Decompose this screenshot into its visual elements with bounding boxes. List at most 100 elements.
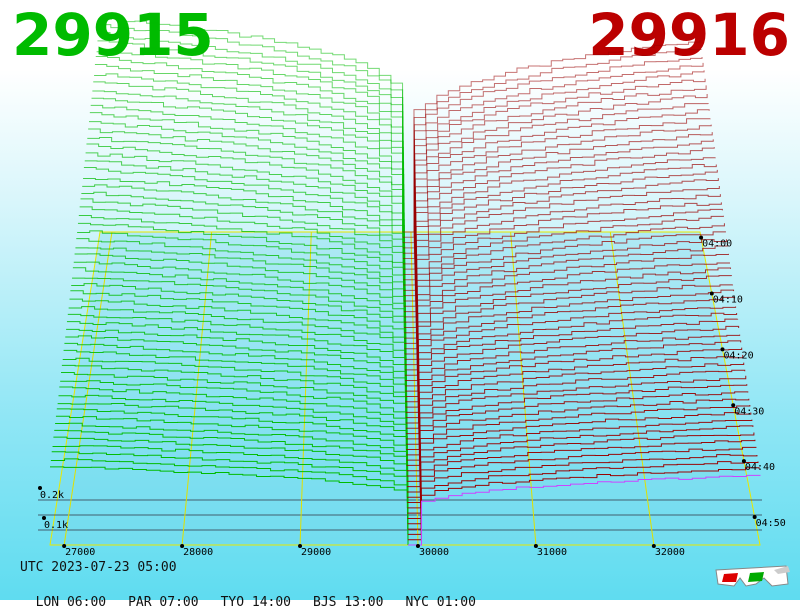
axis-labels: 27000 28000 29000 30000 31000 32000 04:00 04:10… (38, 235, 786, 558)
bid-depth-line (83, 167, 405, 333)
ask-depth-line (408, 474, 761, 546)
ask-depth-line (406, 369, 746, 466)
bid-depth-line (54, 429, 409, 519)
ask-depth-line (405, 284, 734, 403)
bid-depth-line (55, 415, 408, 508)
bid-depth-line (86, 143, 405, 317)
bid-depth-line (69, 298, 407, 423)
ask-depth-line (403, 157, 716, 313)
time-tick-marker (731, 403, 736, 408)
ask-depth-line (407, 467, 760, 541)
ask-depth-line (406, 384, 748, 477)
bid-depth-line (93, 81, 404, 275)
ask-depth-line (402, 70, 705, 254)
bid-depth-line (95, 55, 404, 259)
bid-depth-line (62, 357, 408, 466)
bid-depth-line (56, 408, 408, 503)
price-tick-marker (651, 544, 656, 548)
ask-depth-line (404, 194, 721, 339)
ask-depth-line (405, 245, 728, 376)
time-tick-label: 04:50 (756, 518, 786, 529)
time-tick-marker (720, 347, 725, 352)
bid-depth-line (70, 290, 407, 418)
bid-depth-line (76, 238, 406, 381)
ask-depth-line (403, 147, 715, 307)
depth-tick-label: 0.1k (44, 520, 68, 531)
bid-depth-line (84, 160, 405, 328)
clock-nyc: NYC 01:00 (405, 595, 476, 610)
ask-depth-line (404, 169, 718, 323)
bid-depth-line (72, 277, 407, 408)
bid-depth-line (64, 342, 407, 455)
bid-depth-line (61, 364, 408, 471)
bid-depth-line (88, 128, 405, 307)
ask-depth-line (405, 289, 735, 408)
time-tick-label: 04:10 (713, 294, 743, 305)
bid-depth-line (90, 104, 405, 291)
world-clocks: LON 06:00 PAR 07:00 TYO 14:00 BJS 13:00 NYC … (20, 580, 498, 610)
bid-depth-line (89, 112, 405, 296)
ask-depth-line (407, 439, 756, 519)
time-tick-marker (709, 291, 714, 296)
ask-depth-line (406, 398, 750, 488)
ask-depth-line (403, 78, 706, 260)
ask-depth-line (406, 334, 741, 440)
bid-depth-line (91, 97, 404, 286)
bid-depth-line (92, 90, 404, 280)
price-gridline (410, 231, 419, 546)
time-tick-marker (752, 515, 757, 520)
ask-depth-series (402, 40, 761, 546)
ask-depth-line (405, 306, 737, 419)
bid-depth-line (87, 136, 405, 312)
ask-depth-line (403, 109, 710, 281)
bid-depth-line (77, 222, 406, 370)
utc-time: UTC 2023-07-23 05:00 (20, 560, 177, 575)
ask-depth-line (403, 93, 708, 270)
bid-depth-line (50, 466, 409, 545)
ask-depth-line (404, 186, 720, 334)
bid-depth-line (96, 49, 404, 254)
bid-depth-line (72, 267, 407, 402)
ask-price: 29916 (588, 1, 790, 69)
bid-depth-line (50, 458, 409, 540)
bid-depth-line (82, 184, 405, 344)
ask-depth-line (406, 354, 744, 456)
price-tick-marker (62, 544, 67, 548)
ask-depth-line (405, 312, 738, 424)
time-tick-label: 04:40 (745, 462, 775, 473)
ask-depth-line (407, 425, 754, 509)
ask-depth-line (406, 340, 742, 445)
ask-depth-line (402, 57, 703, 244)
bid-depth-line (63, 349, 408, 461)
bid-depth-line (81, 191, 406, 349)
ask-depth-line (403, 132, 713, 297)
bid-depth-line (100, 16, 404, 232)
bid-depth-line (61, 372, 408, 477)
ask-depth-line (402, 40, 701, 233)
ask-depth-line (404, 223, 725, 360)
bid-depth-line (85, 152, 405, 323)
3d-glasses-icon[interactable] (712, 560, 792, 592)
clock-tyo: TYO 14:00 (220, 595, 292, 610)
ask-depth-line (405, 275, 733, 397)
bid-depth-line (65, 335, 407, 450)
time-tick-marker (741, 459, 746, 464)
bid-depth-line (59, 386, 408, 487)
ask-depth-line (405, 296, 736, 413)
ask-depth-line (402, 48, 702, 238)
bid-depth-line (88, 121, 405, 301)
bid-depth-series (50, 16, 409, 545)
ask-depth-line (404, 215, 724, 355)
ask-depth-line (407, 432, 755, 514)
ask-depth-line (406, 375, 747, 472)
bid-depth-line (98, 31, 404, 243)
time-tick-label: 04:20 (724, 350, 754, 361)
bid-depth-line (78, 215, 406, 365)
bid-depth-line (83, 178, 405, 339)
ask-depth-line (406, 347, 743, 451)
depth-tick-marker (42, 516, 46, 520)
ask-depth-line (407, 412, 752, 498)
bid-depth-line (97, 40, 404, 248)
ask-depth-line (407, 419, 753, 504)
ask-depth-line (404, 202, 722, 344)
